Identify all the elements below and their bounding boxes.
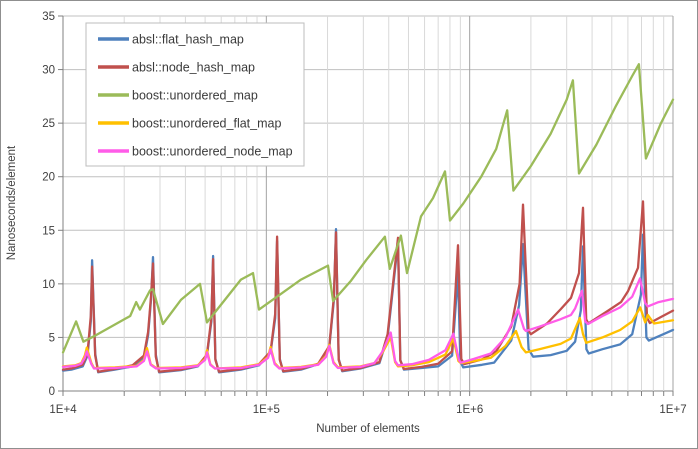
x-tick-label: 1E+5 (253, 404, 280, 416)
axis-ticks (58, 15, 674, 396)
legend-label: absl::flat_hash_map (132, 33, 244, 47)
y-tick-label: 20 (42, 172, 55, 184)
x-tick-label: 1E+7 (659, 404, 686, 416)
legend: absl::flat_hash_mapabsl::node_hash_mapbo… (85, 22, 305, 167)
x-tick-label: 1E+6 (456, 404, 483, 416)
y-tick-label: 35 (42, 11, 55, 23)
y-tick-label: 25 (42, 118, 55, 130)
legend-label: boost::unordered_map (132, 89, 258, 103)
axis-tick-labels: 0 5 10 15 20 25 30 35 1E+4 1E+5 1E+6 1E+7 (42, 11, 686, 416)
legend-label: absl::node_hash_map (132, 61, 255, 75)
y-axis-title: Nanoseconds/element (6, 145, 18, 260)
x-tick-label: 1E+4 (49, 404, 77, 416)
series-line-absl-node-hash-map (61, 200, 675, 373)
y-tick-label: 10 (42, 279, 55, 291)
series-lines (61, 63, 675, 374)
legend-label: boost::unordered_flat_map (132, 117, 281, 131)
x-axis-title: Number of elements (316, 423, 420, 435)
y-tick-label: 0 (49, 386, 55, 398)
series-line-boost-unordered-map (61, 63, 675, 354)
series-line-boost-unordered-node-map (61, 277, 675, 370)
y-tick-label: 15 (42, 225, 55, 237)
y-tick-label: 5 (49, 332, 55, 344)
y-tick-label: 30 (42, 65, 55, 77)
legend-label: boost::unordered_node_map (132, 145, 293, 159)
